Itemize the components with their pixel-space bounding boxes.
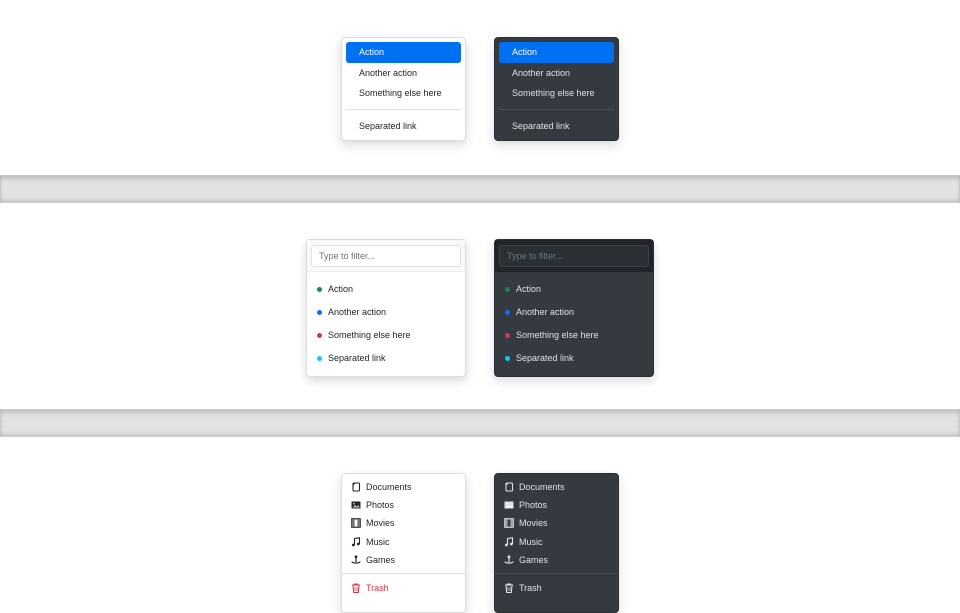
trash-icon [504, 583, 519, 594]
status-dot-icon [317, 333, 322, 338]
menu-item-music[interactable]: Music [499, 533, 614, 551]
menu-item-label: Action [516, 284, 542, 294]
menu-item-label: Action [328, 284, 354, 294]
menu-item-label: Games [366, 554, 396, 565]
menu-list: Action Another action Something else here S… [495, 272, 653, 376]
menu-item-label: Photos [366, 500, 395, 511]
menu-item-label: Something else here [328, 330, 411, 340]
filter-dropdown-dark: Action Another action Something else here S… [494, 239, 654, 377]
filter-input[interactable] [311, 245, 461, 267]
file-icon [504, 482, 519, 492]
menu-item-label: Movies [366, 518, 395, 529]
image-icon [351, 500, 366, 510]
dropdown-divider [346, 108, 461, 110]
menu-item-label: Separated link [516, 353, 574, 363]
status-dot-icon [317, 287, 322, 292]
menu-item-documents[interactable]: Documents [346, 478, 461, 496]
menu-item-trash[interactable]: Trash [499, 579, 614, 597]
menu-item-movies[interactable]: Movies [499, 514, 614, 532]
menu-item-label: Separated link [328, 353, 386, 363]
menu-item-games[interactable]: Games [346, 551, 461, 569]
menu-item-label: Documents [519, 482, 565, 492]
menu-item-movies[interactable]: Movies [346, 514, 461, 532]
menu-item-label: Separated link [512, 120, 570, 131]
menu-item-label: Games [519, 554, 549, 565]
filter-dropdown-light: Action Another action Something else here S… [306, 239, 466, 377]
menu-item-separated-link[interactable]: Separated link [499, 347, 649, 370]
menu-item-separated-link[interactable]: Separated link [311, 347, 461, 370]
dropdown-divider [495, 572, 618, 574]
filter-container [307, 240, 465, 272]
menu-item-action[interactable]: Action [499, 42, 614, 63]
menu-item-action[interactable]: Action [499, 278, 649, 301]
joystick-icon [504, 555, 519, 565]
icon-dropdown-dark: Documents Photos Movies Music Games Trash [494, 473, 619, 613]
menu-item-label: Another action [328, 307, 387, 317]
status-dot-icon [505, 287, 510, 292]
menu-item-label: Action [512, 47, 538, 57]
status-dot-icon [317, 356, 322, 361]
menu-item-label: Movies [519, 518, 548, 529]
menu-item-label: Music [366, 536, 390, 547]
status-dot-icon [317, 310, 322, 315]
section-separator [0, 409, 960, 437]
menu-item-something-else-here[interactable]: Something else here [346, 83, 461, 104]
menu-item-separated-link[interactable]: Separated link [499, 116, 614, 137]
menu-list: Action Another action Something else here S… [307, 272, 465, 376]
menu-item-label: Photos [519, 500, 548, 511]
filter-container [495, 240, 653, 272]
menu-item-label: Something else here [516, 330, 599, 340]
menu-item-something-else-here[interactable]: Something else here [499, 83, 614, 104]
menu-item-photos[interactable]: Photos [346, 496, 461, 514]
menu-item-label: Action [359, 47, 385, 57]
menu-item-another-action[interactable]: Another action [499, 63, 614, 84]
icon-dropdown-light: Documents Photos Movies Music Games Trash [341, 473, 466, 613]
menu-item-another-action[interactable]: Another action [499, 301, 649, 324]
menu-item-label: Another action [516, 307, 575, 317]
menu-item-something-else-here[interactable]: Something else here [499, 324, 649, 347]
menu-item-something-else-here[interactable]: Something else here [311, 324, 461, 347]
dropdown-divider [342, 572, 465, 574]
menu-item-label: Documents [366, 482, 412, 492]
menu-item-separated-link[interactable]: Separated link [346, 116, 461, 137]
trash-icon [351, 583, 366, 594]
menu-item-another-action[interactable]: Another action [346, 63, 461, 84]
dropdown-menu-dark: Action Another action Something else here S… [494, 37, 619, 141]
menu-item-photos[interactable]: Photos [499, 496, 614, 514]
menu-item-games[interactable]: Games [499, 551, 614, 569]
menu-item-label: Something else here [512, 88, 595, 98]
image-icon [504, 500, 519, 510]
menu-item-label: Music [519, 536, 543, 547]
music-note-icon [351, 536, 366, 547]
menu-item-label: Another action [359, 67, 418, 78]
menu-item-another-action[interactable]: Another action [311, 301, 461, 324]
music-note-icon [504, 536, 519, 547]
status-dot-icon [505, 333, 510, 338]
menu-item-documents[interactable]: Documents [499, 478, 614, 496]
film-icon [504, 518, 519, 529]
menu-item-label: Separated link [359, 120, 417, 131]
dropdown-menu-light: Action Another action Something else here S… [341, 37, 466, 141]
menu-item-action[interactable]: Action [311, 278, 461, 301]
section-separator [0, 175, 960, 203]
filter-input[interactable] [499, 245, 649, 267]
menu-item-label: Trash [519, 582, 542, 593]
status-dot-icon [505, 356, 510, 361]
menu-item-action[interactable]: Action [346, 42, 461, 63]
menu-item-label: Trash [366, 582, 389, 593]
menu-item-trash[interactable]: Trash [346, 579, 461, 597]
menu-item-label: Something else here [359, 88, 442, 98]
menu-item-music[interactable]: Music [346, 533, 461, 551]
status-dot-icon [505, 310, 510, 315]
file-icon [351, 482, 366, 492]
menu-item-label: Another action [512, 67, 571, 78]
film-icon [351, 518, 366, 529]
dropdown-divider [499, 108, 614, 110]
joystick-icon [351, 555, 366, 565]
